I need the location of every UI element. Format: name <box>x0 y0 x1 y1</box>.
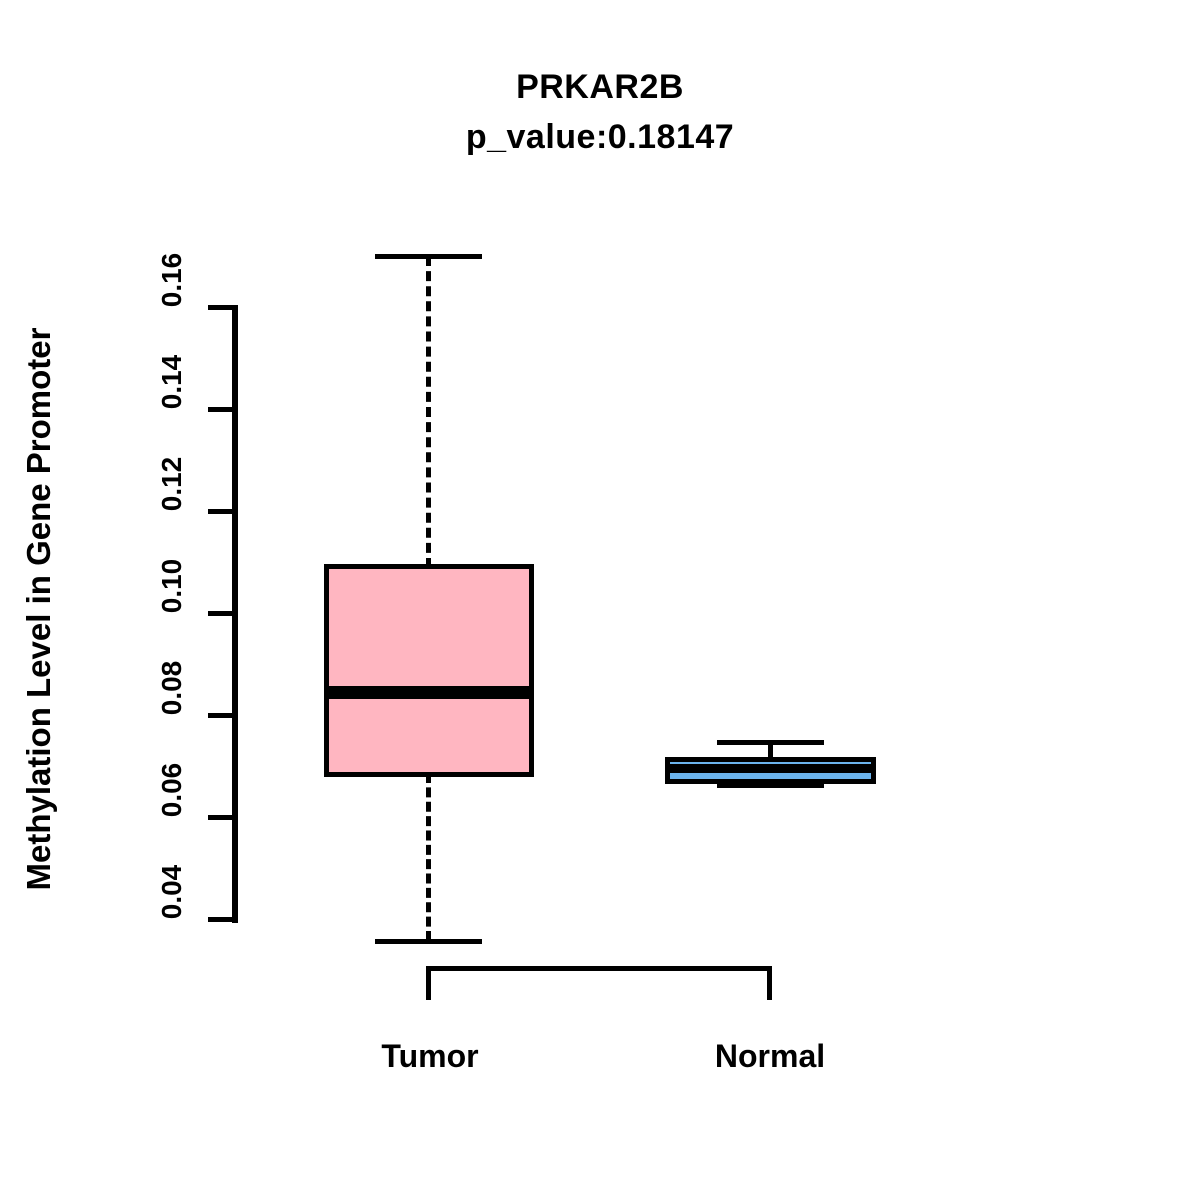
y-axis-label-0.06: 0.06 <box>156 762 187 818</box>
y-axis-label-0.12: 0.12 <box>156 456 187 512</box>
y-axis-tick-0.16 <box>208 305 234 310</box>
y-axis-line <box>232 305 238 923</box>
tumor-box <box>324 564 534 777</box>
y-axis-tick-0.12 <box>208 509 234 514</box>
y-axis-title: Methylation Level in Gene Promoter <box>20 327 57 891</box>
y-axis-label-0.16: 0.16 <box>156 252 187 308</box>
tumor-median-line <box>324 686 534 699</box>
x-axis-label-normal: Normal <box>714 1038 826 1074</box>
y-axis-tick-0.06 <box>208 815 234 820</box>
normal-upper-whisker-cap <box>717 740 824 745</box>
normal-median-line <box>665 764 876 773</box>
y-axis-label-0.08: 0.08 <box>156 660 187 716</box>
y-axis-tick-0.14 <box>208 407 234 412</box>
y-axis-label-0.04: 0.04 <box>156 864 187 920</box>
chart-subtitle-pvalue: p_value:0.18147 <box>465 118 735 156</box>
normal-lower-whisker-cap <box>717 783 824 788</box>
y-axis-label-0.14: 0.14 <box>156 354 187 410</box>
y-axis-label-0.10: 0.10 <box>156 558 187 614</box>
x-axis-bracket-horizontal <box>426 966 772 971</box>
tumor-lower-whisker <box>426 773 431 941</box>
tumor-lower-whisker-cap <box>375 939 482 944</box>
normal-upper-whisker <box>768 742 773 762</box>
x-axis-bracket-right-tick <box>767 966 772 1000</box>
y-axis-tick-0.04 <box>208 917 234 922</box>
x-axis-label-tumor: Tumor <box>381 1038 479 1074</box>
x-axis-bracket-left-tick <box>426 966 431 1000</box>
y-axis-tick-0.10 <box>208 611 234 616</box>
page-title: PRKAR2B <box>516 68 684 106</box>
tumor-upper-whisker-cap <box>375 254 482 259</box>
tumor-upper-whisker <box>426 256 431 568</box>
y-axis-tick-0.08 <box>208 713 234 718</box>
